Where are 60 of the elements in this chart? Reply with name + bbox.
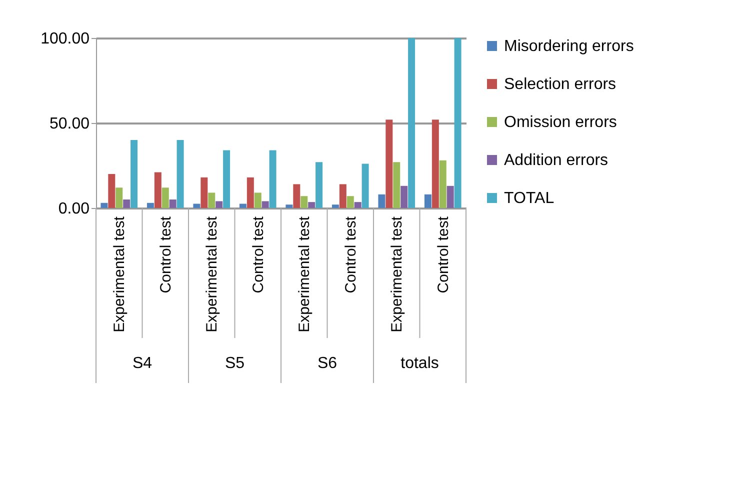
bar	[316, 162, 323, 208]
y-tick-label: 50.00	[49, 116, 90, 132]
bar	[154, 172, 162, 208]
x-tick-label: Control test	[250, 216, 267, 294]
bar	[146, 202, 154, 208]
bar	[293, 184, 300, 208]
bar	[208, 192, 216, 208]
bar	[378, 194, 386, 208]
x-tick-label: Control test	[434, 216, 452, 294]
text: S4	[132, 355, 152, 372]
bar	[393, 162, 400, 208]
bar	[116, 188, 123, 208]
x-tick-label: Experimental test	[296, 216, 314, 332]
bar	[339, 184, 346, 208]
x-tick-label: Control test	[157, 216, 174, 294]
bar	[193, 204, 200, 208]
bar	[362, 164, 369, 208]
bar	[130, 140, 138, 208]
bar	[386, 120, 393, 208]
legend-label: Selection errors	[504, 76, 616, 93]
bar	[454, 38, 462, 208]
bar	[432, 120, 439, 208]
bar	[216, 201, 223, 208]
legend-label: Misordering errors	[504, 38, 634, 55]
bar	[354, 202, 362, 208]
bar	[239, 204, 246, 208]
bar	[200, 177, 208, 208]
text: totals	[400, 355, 439, 372]
text: S5	[224, 355, 245, 372]
bar	[269, 150, 276, 208]
bar	[332, 204, 339, 208]
x-tick-label: Experimental test	[204, 216, 221, 332]
bar	[262, 201, 269, 208]
bar	[108, 174, 116, 208]
bar	[400, 186, 408, 208]
bar	[169, 200, 176, 208]
bar	[439, 160, 446, 208]
bar	[286, 204, 293, 208]
legend-label: Omission errors	[504, 114, 617, 131]
y-tick-label: 100.00	[40, 30, 90, 48]
bar	[162, 188, 169, 208]
bar	[308, 202, 316, 208]
legend-label: TOTAL	[504, 190, 554, 207]
bar	[424, 194, 432, 208]
bar	[176, 140, 184, 208]
y-tick-label: 0.00	[58, 200, 90, 218]
bar	[123, 200, 130, 208]
text: S6	[317, 355, 338, 372]
bar	[300, 196, 308, 208]
bar	[346, 196, 354, 208]
x-tick-label: Experimental test	[111, 216, 128, 332]
legend-label: Addition errors	[504, 152, 608, 169]
bar	[408, 38, 416, 208]
x-tick-label: Control test	[342, 216, 360, 294]
bar	[246, 177, 254, 208]
bar	[254, 192, 262, 208]
bar	[223, 150, 230, 208]
bar	[446, 186, 454, 208]
bar	[100, 202, 108, 208]
x-tick-label: Experimental test	[388, 216, 406, 332]
